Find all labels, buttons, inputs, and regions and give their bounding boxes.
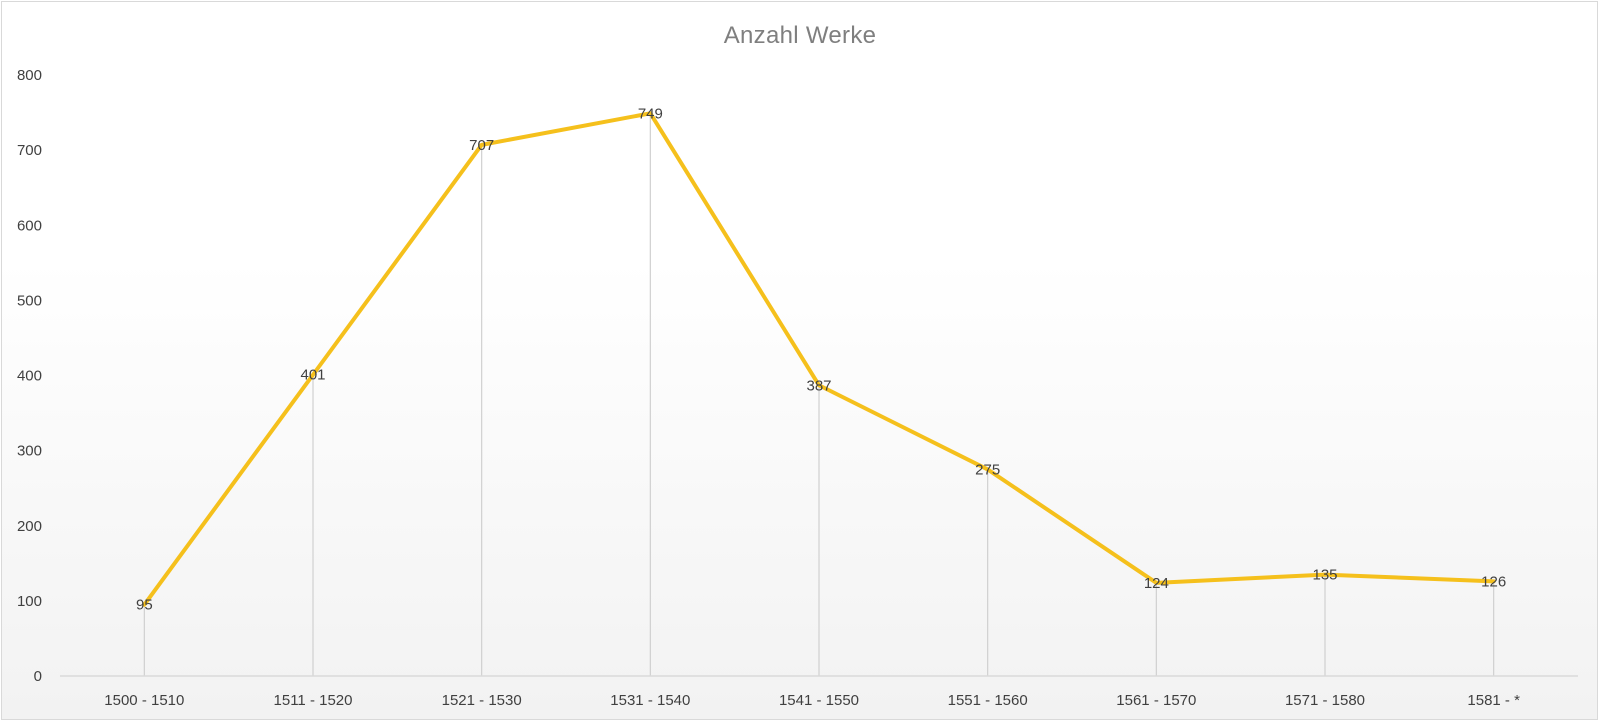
data-label: 126 [1481, 573, 1506, 590]
y-tick-label: 600 [17, 217, 42, 234]
y-tick-label: 100 [17, 593, 42, 610]
data-label: 387 [806, 377, 831, 394]
y-tick-label: 700 [17, 142, 42, 159]
drop-lines [143, 113, 1495, 676]
data-label: 707 [469, 137, 494, 154]
y-tick-label: 0 [34, 668, 42, 685]
data-label: 135 [1312, 567, 1337, 584]
x-tick-label: 1571 - 1580 [1285, 692, 1365, 709]
y-tick-label: 800 [17, 67, 42, 84]
x-tick-label: 1561 - 1570 [1116, 692, 1196, 709]
y-axis: 0 100 200 300 400 500 600 700 800 [17, 67, 42, 685]
chart-title: Anzahl Werke [724, 22, 877, 49]
y-tick-label: 300 [17, 443, 42, 460]
y-tick-label: 500 [17, 292, 42, 309]
data-label: 275 [975, 461, 1000, 478]
x-axis: 1500 - 1510 1511 - 1520 1521 - 1530 1531 - … [104, 692, 1520, 709]
x-tick-label: 1551 - 1560 [948, 692, 1028, 709]
data-label: 95 [136, 597, 153, 614]
y-tick-label: 200 [17, 518, 42, 535]
x-tick-label: 1521 - 1530 [442, 692, 522, 709]
data-label: 749 [638, 105, 663, 122]
x-tick-label: 1581 - * [1467, 692, 1520, 709]
data-labels: 95 401 707 749 387 275 124 135 126 [136, 105, 1506, 613]
x-tick-label: 1500 - 1510 [104, 692, 184, 709]
data-label: 124 [1144, 575, 1169, 592]
x-tick-label: 1511 - 1520 [274, 692, 353, 709]
data-label: 401 [300, 367, 325, 384]
x-tick-label: 1541 - 1550 [779, 692, 859, 709]
x-tick-label: 1531 - 1540 [610, 692, 690, 709]
series-line [142, 111, 1496, 607]
y-tick-label: 400 [17, 368, 42, 385]
